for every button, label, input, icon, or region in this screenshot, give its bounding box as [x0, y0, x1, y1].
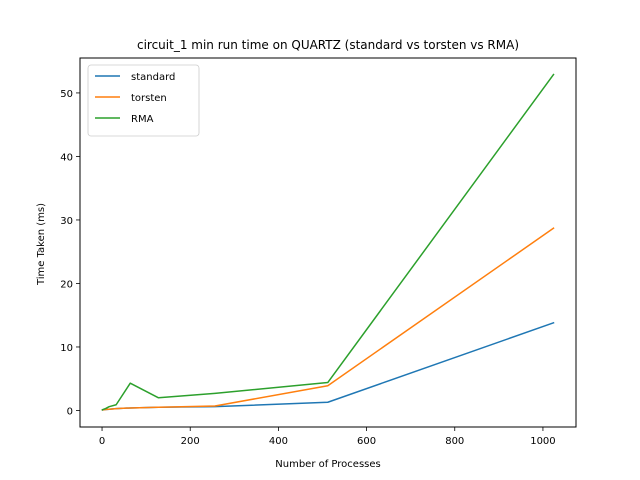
axes-frame: [79, 57, 577, 428]
y-tick-label: 10: [60, 343, 73, 354]
y-axis-ticks: 0 10 20 30 40 50: [60, 89, 80, 417]
x-tick-label: 600: [357, 436, 376, 447]
legend-label-rma: RMA: [131, 114, 154, 125]
plot-lines: [101, 73, 555, 411]
x-axis-ticks: 0 200 400 600 800 1000: [99, 427, 556, 447]
legend: standard torsten RMA: [87, 64, 200, 137]
y-tick-label: 50: [60, 89, 73, 100]
legend-label-standard: standard: [131, 72, 175, 83]
x-tick-label: 800: [445, 436, 464, 447]
chart-title: circuit_1 min run time on QUARTZ (standa…: [137, 38, 519, 52]
x-tick-label: 200: [181, 436, 200, 447]
y-tick-label: 30: [60, 216, 73, 227]
x-tick-label: 1000: [530, 436, 555, 447]
y-tick-label: 40: [60, 152, 73, 163]
y-axis-label: Time Taken (ms): [36, 203, 47, 286]
legend-label-torsten: torsten: [131, 93, 167, 104]
x-tick-label: 0: [99, 436, 105, 447]
series-line-rma: [101, 73, 555, 411]
y-tick-label: 20: [60, 279, 73, 290]
x-axis-label: Number of Processes: [275, 459, 380, 470]
x-tick-label: 400: [269, 436, 288, 447]
y-tick-label: 0: [67, 406, 73, 417]
